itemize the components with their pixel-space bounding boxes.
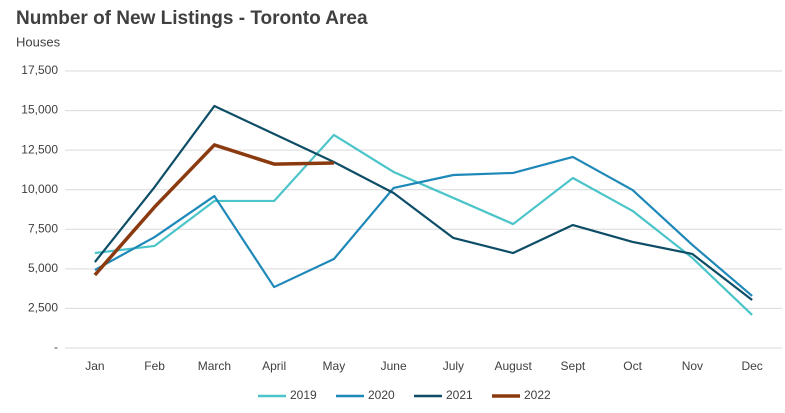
x-tick-label: Sept <box>561 359 586 373</box>
x-tick-label: Oct <box>623 359 642 373</box>
x-tick-label: Nov <box>682 359 703 373</box>
y-tick-label: 5,000 <box>28 261 58 275</box>
x-tick-label: Dec <box>741 359 762 373</box>
legend-label: 2022 <box>524 388 551 402</box>
chart-subtitle: Houses <box>16 34 61 49</box>
x-tick-label: March <box>198 359 231 373</box>
line-series <box>94 133 753 316</box>
y-tick-label: 17,500 <box>21 63 58 77</box>
y-tick-label: 2,500 <box>28 301 58 315</box>
x-tick-label: July <box>443 359 464 373</box>
legend-label: 2020 <box>368 388 395 402</box>
y-tick-label: - <box>54 340 58 354</box>
y-tick-label: 15,000 <box>21 103 58 117</box>
line-series <box>93 143 334 277</box>
line-series <box>94 104 753 301</box>
chart-title: Number of New Listings - Toronto Area <box>16 8 368 29</box>
y-tick-label: 7,500 <box>28 221 58 235</box>
x-tick-label: April <box>262 359 286 373</box>
x-tick-label: August <box>494 359 532 373</box>
y-tick-label: 10,000 <box>21 182 58 196</box>
y-tick-label: 12,500 <box>21 142 58 156</box>
line-series <box>94 155 753 297</box>
x-tick-label: June <box>381 359 407 373</box>
x-tick-label: Feb <box>144 359 165 373</box>
x-tick-label: May <box>323 359 346 373</box>
legend-label: 2021 <box>446 388 473 402</box>
legend-label: 2019 <box>290 388 317 402</box>
x-tick-label: Jan <box>85 359 104 373</box>
